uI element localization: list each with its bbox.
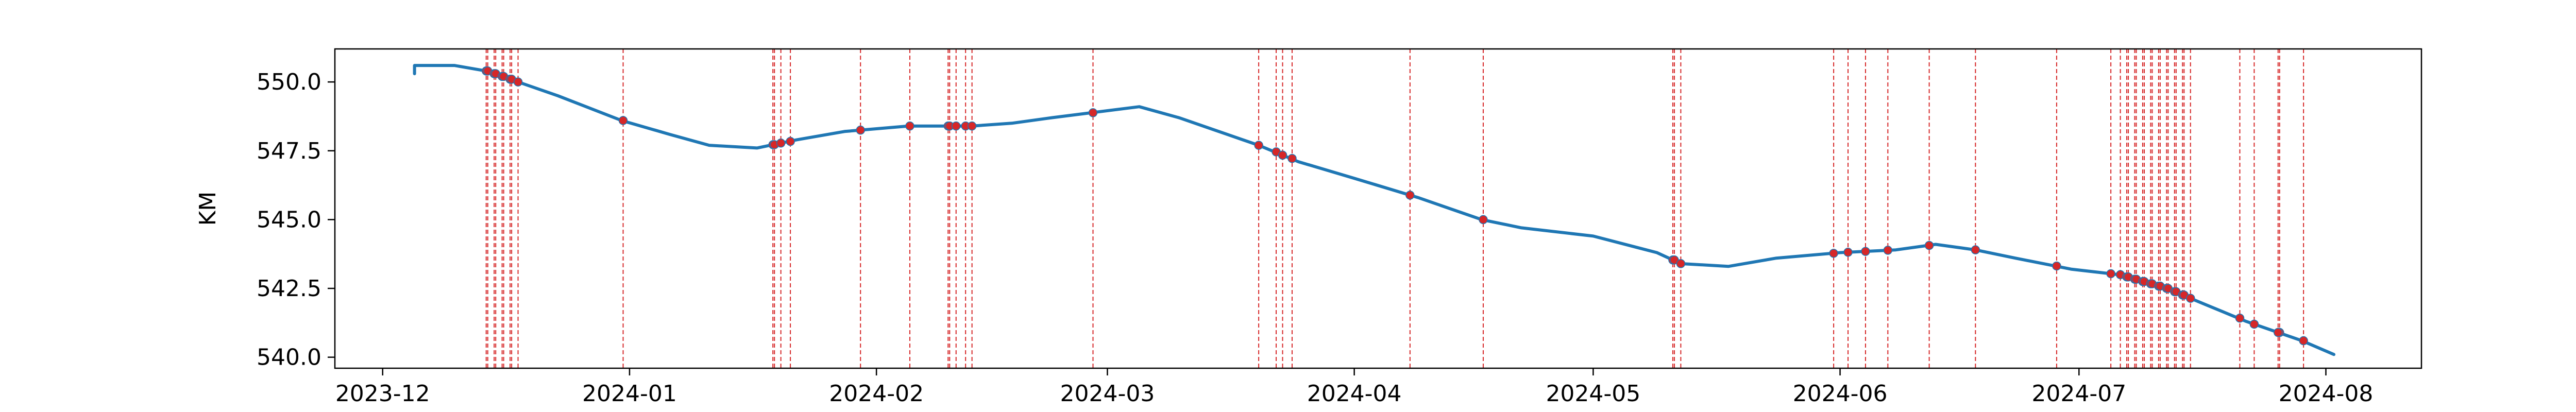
x-tick-label: 2024-01	[582, 381, 677, 407]
y-axis: 540.0 542.5 545.0 547.5 550.0	[257, 69, 335, 371]
event-marker	[2299, 336, 2308, 346]
y-tick-label: 547.5	[257, 138, 321, 164]
event-marker	[951, 121, 961, 131]
x-tick-label: 2024-03	[1060, 381, 1155, 407]
event-marker	[2274, 328, 2283, 337]
x-tick-label: 2024-06	[1793, 381, 1888, 407]
plot-frame	[334, 48, 2422, 369]
event-marker	[1287, 153, 1297, 163]
event-marker	[2235, 313, 2245, 323]
event-marker	[2249, 319, 2259, 329]
x-tick-label: 2023-12	[335, 381, 430, 407]
event-marker	[776, 139, 786, 148]
y-tick-label: 545.0	[257, 207, 321, 233]
y-tick-label: 542.5	[257, 276, 321, 302]
event-marker	[1829, 249, 1838, 258]
event-marker	[905, 121, 914, 131]
event-marker	[2185, 294, 2195, 303]
event-marker	[786, 136, 795, 146]
event-marker	[1254, 141, 1263, 150]
event-marker	[1924, 241, 1934, 250]
x-axis: 2023-12 2024-01 2024-02 2024-03 2024-04 2024-…	[335, 368, 2374, 407]
x-tick-label: 2024-08	[2279, 381, 2374, 407]
y-tick-label: 550.0	[257, 69, 321, 95]
event-marker	[1405, 191, 1415, 200]
event-marker	[2106, 269, 2115, 279]
event-marker	[2052, 261, 2061, 271]
event-marker	[856, 125, 865, 135]
event-marker	[1883, 246, 1893, 255]
event-marker	[1861, 247, 1870, 256]
event-marker	[1088, 108, 1098, 117]
event-marker	[1479, 215, 1488, 225]
x-tick-label: 2024-04	[1307, 381, 1402, 407]
event-marker	[1278, 150, 1287, 160]
event-marker	[513, 77, 523, 87]
event-marker	[1843, 248, 1853, 257]
event-marker	[1971, 245, 1980, 254]
event-marker	[967, 121, 977, 131]
x-tick-label: 2024-02	[829, 381, 924, 407]
event-marker	[618, 116, 628, 125]
y-tick-label: 540.0	[257, 345, 321, 371]
event-markers-layer	[481, 66, 2308, 346]
event-marker	[1676, 259, 1686, 268]
x-tick-label: 2024-05	[1546, 381, 1640, 407]
x-tick-label: 2024-07	[2031, 381, 2126, 407]
y-axis-label: KM	[195, 192, 221, 226]
